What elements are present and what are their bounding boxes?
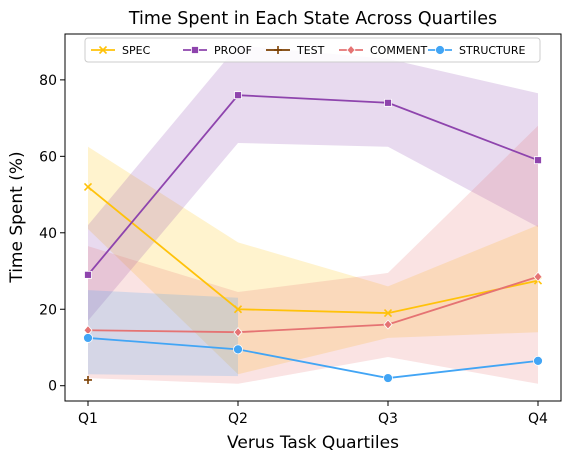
y-tick-label: 40 [39,226,57,242]
legend-label-comment: COMMENT [370,44,427,57]
y-tick-label: 80 [39,73,57,89]
x-tick-label: Q4 [528,411,548,427]
legend-marker-proof [191,46,199,54]
y-tick-label: 0 [48,379,57,395]
series-line-structure [87,337,539,379]
data-point-structure [83,333,93,343]
data-point-comment [533,271,543,282]
legend-marker-test [274,46,282,54]
data-point-structure [383,373,393,383]
data-point-spec [233,305,243,314]
y-axis: 0 20 40 60 80 [39,73,65,395]
ci-band-comment [88,125,538,384]
series-markers [83,91,543,384]
data-point-test [84,375,92,384]
series-line-comment [87,275,539,334]
series-line-proof [87,94,539,276]
ci-band-proof [88,45,538,321]
data-point-spec [383,309,393,318]
data-point-proof [534,156,542,165]
y-axis-title: Time Spent (%) [7,151,27,283]
legend-marker-structure [435,45,445,55]
data-point-comment [233,327,243,338]
ci-band-spec [88,146,538,375]
data-point-comment [383,319,393,330]
legend-label-spec: SPEC [122,44,151,57]
ci-band-structure [88,290,238,377]
legend-marker-spec [98,45,108,55]
x-axis-title: Verus Task Quartiles [227,433,399,453]
legend-label-structure: STRUCTURE [459,44,525,57]
x-tick-label: Q3 [378,411,398,427]
series-line-spec [87,186,539,314]
confidence-bands [88,45,538,384]
legend-marker-comment [346,44,356,56]
x-tick-label: Q2 [228,411,248,427]
data-point-proof [384,98,392,107]
y-tick-label: 20 [39,302,57,318]
plot-frame [64,33,562,402]
x-axis: Q1 Q2 Q3 Q4 [78,401,548,427]
legend-label-proof: PROOF [214,44,252,57]
chart-title: Time Spent in Each State Across Quartile… [128,9,497,29]
data-point-structure [533,355,543,366]
legend: SPEC PROOF TEST COMMENT STRUCTURE [84,37,541,63]
y-tick-label: 60 [39,149,57,165]
data-point-structure [233,344,243,355]
x-tick-label: Q1 [78,411,98,427]
data-point-spec [83,182,93,191]
legend-label-test: TEST [296,44,325,57]
series-lines [87,94,539,379]
data-point-proof [234,91,242,100]
data-point-proof [84,270,92,279]
legend-box [84,37,541,63]
